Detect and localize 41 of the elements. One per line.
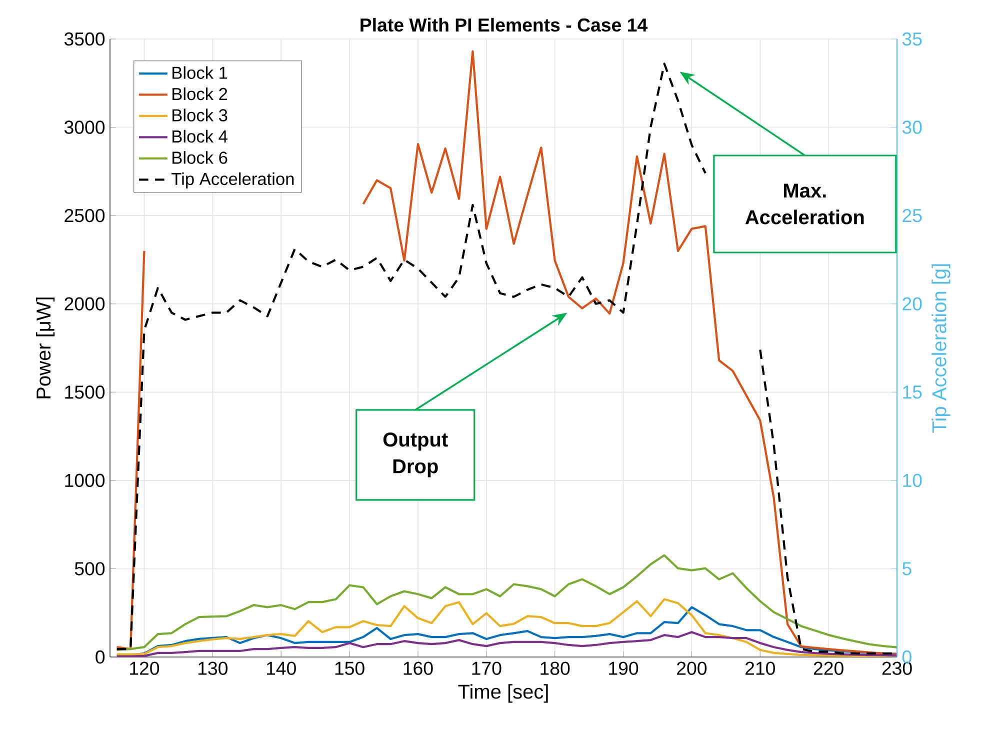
chart-title: Plate With PI Elements - Case 14	[360, 18, 648, 32]
annotation: Output Drop	[383, 432, 448, 478]
y2-axis-title: Tip Acceleration [g]	[932, 264, 950, 433]
x-tick-label: 160	[404, 662, 433, 675]
y2-tick-label: 20	[902, 297, 922, 310]
x-tick-label: 140	[266, 662, 296, 675]
x-tick-label: 130	[198, 662, 228, 675]
x-tick-label: 220	[814, 662, 844, 675]
x-tick-label: 120	[130, 662, 160, 675]
y2-tick-label: 0	[902, 650, 912, 664]
y-tick-label: 1000	[65, 474, 105, 488]
x-tick-label: 190	[609, 662, 638, 675]
y-tick-label: 0	[96, 650, 105, 664]
y-tick-label: 1500	[65, 386, 105, 399]
x-tick-label: 200	[677, 662, 707, 675]
y-tick-label: 3000	[64, 120, 105, 134]
y2-tick-label: 25	[902, 208, 922, 222]
y2-tick-label: 5	[902, 562, 912, 576]
legend-label: Block 4	[172, 130, 228, 143]
x-axis-title: Time [sec]	[458, 684, 548, 703]
y-tick-label: 2000	[64, 297, 105, 310]
x-tick-label: 180	[540, 662, 570, 675]
y-tick-label: 3500	[64, 32, 105, 46]
y-axis-title: Power [μW]	[36, 298, 55, 398]
legend-label: Block 1	[172, 66, 228, 79]
line-series	[116, 554, 898, 652]
y-tick-label: 2500	[64, 208, 105, 222]
legend-label: Block 2	[172, 87, 228, 100]
x-tick-label: 150	[335, 662, 364, 675]
x-tick-label: 210	[746, 662, 775, 675]
y2-tick-label: 30	[902, 120, 922, 134]
x-tick-label: 230	[882, 662, 912, 675]
x-tick-label: 170	[472, 662, 502, 675]
legend-label: Block 6	[172, 151, 228, 164]
annotation: Max. Acceleration	[745, 184, 864, 224]
y2-tick-label: 15	[903, 386, 922, 399]
y2-tick-label: 10	[903, 474, 922, 488]
legend-label: Block 3	[172, 108, 228, 122]
y2-tick-label: 35	[902, 32, 922, 46]
y-tick-label: 500	[74, 562, 105, 576]
legend-label: Tip Acceleration	[172, 172, 294, 189]
